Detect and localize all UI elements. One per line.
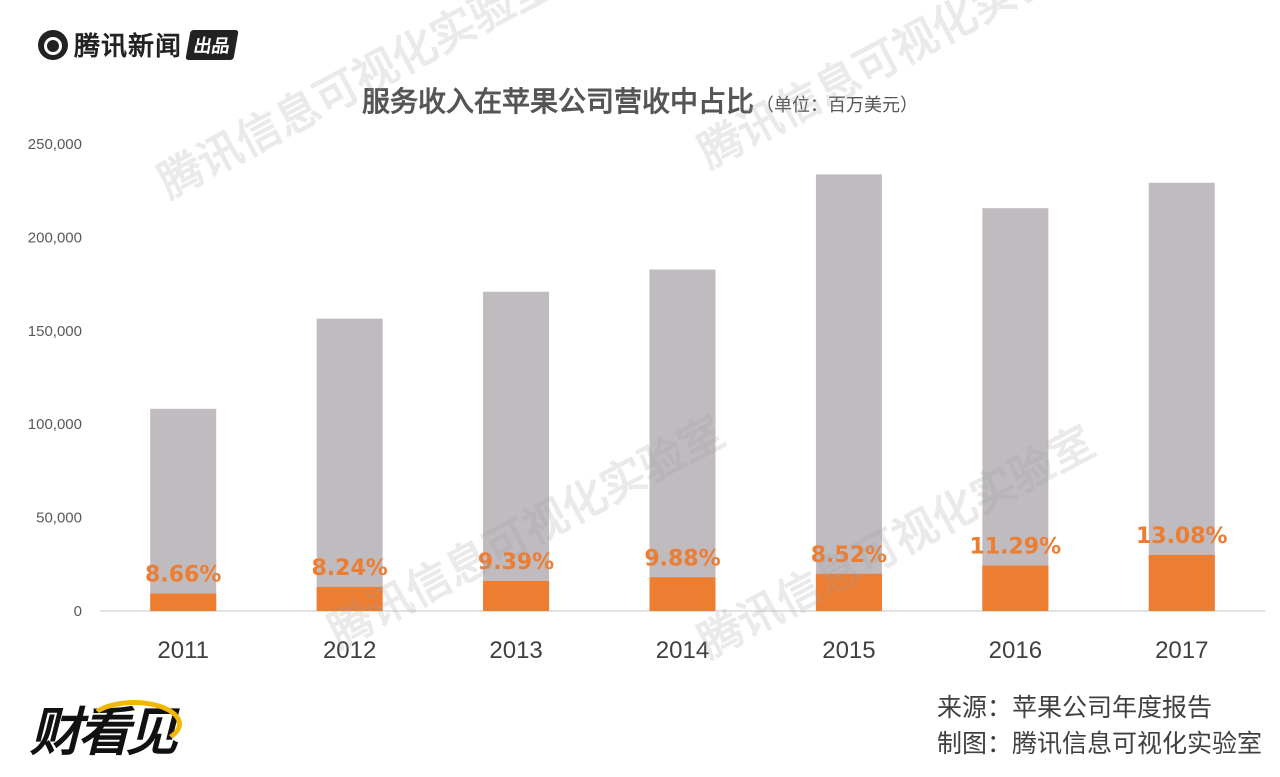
y-tick-label: 150,000	[28, 323, 82, 340]
data-label: 8.24%	[311, 556, 387, 581]
y-tick-label: 100,000	[28, 416, 82, 433]
y-tick-label: 200,000	[28, 229, 82, 246]
x-tick-label: 2015	[822, 637, 875, 664]
swoosh-icon	[86, 700, 182, 748]
x-tick-label: 2014	[656, 637, 709, 664]
x-tick-label: 2017	[1155, 637, 1208, 664]
data-label: 13.08%	[1136, 524, 1228, 549]
chart-title-row: 服务收入在苹果公司营收中占比 （单位：百万美元）	[0, 80, 1280, 120]
x-tick-label: 2013	[489, 637, 542, 664]
fin-visual-logo: 财看见	[30, 690, 182, 766]
tencent-news-icon	[38, 29, 68, 60]
y-tick-label: 50,000	[36, 510, 82, 527]
y-tick-label: 250,000	[28, 136, 82, 153]
services-revenue-bar	[316, 586, 383, 611]
y-tick-label: 0	[74, 603, 82, 620]
credit-line: 制图：腾讯信息可视化实验室	[936, 729, 1262, 758]
total-revenue-bar	[483, 291, 550, 611]
chart-unit: （单位：百万美元）	[756, 95, 918, 116]
data-label: 8.52%	[811, 543, 887, 568]
total-revenue-bar	[649, 269, 716, 611]
total-revenue-bar	[316, 318, 383, 611]
services-revenue-bar	[649, 577, 716, 611]
brand-logo: 腾讯新闻 出品	[38, 26, 239, 63]
services-revenue-bar	[982, 565, 1049, 611]
total-revenue-bar	[150, 408, 217, 611]
source-block: 来源：苹果公司年度报告 制图：腾讯信息可视化实验室	[937, 690, 1262, 762]
services-revenue-bar	[815, 573, 882, 611]
services-revenue-bar	[1148, 554, 1215, 611]
data-label: 11.29%	[970, 535, 1062, 560]
x-tick-label: 2011	[157, 637, 209, 664]
services-revenue-bar	[483, 581, 550, 611]
source-line: 来源：苹果公司年度报告	[936, 693, 1212, 722]
data-label: 8.66%	[145, 562, 221, 587]
data-label: 9.88%	[644, 546, 720, 571]
services-revenue-bar	[150, 593, 217, 611]
total-revenue-bar	[982, 208, 1049, 612]
total-revenue-bar	[815, 174, 882, 611]
brand-name: 腾讯新闻	[74, 32, 183, 62]
data-label: 9.39%	[478, 550, 554, 575]
total-revenue-bar	[1148, 182, 1215, 611]
chart-title: 服务收入在苹果公司营收中占比	[361, 85, 754, 118]
x-tick-label: 2016	[989, 637, 1042, 664]
x-tick-label: 2012	[323, 637, 376, 664]
